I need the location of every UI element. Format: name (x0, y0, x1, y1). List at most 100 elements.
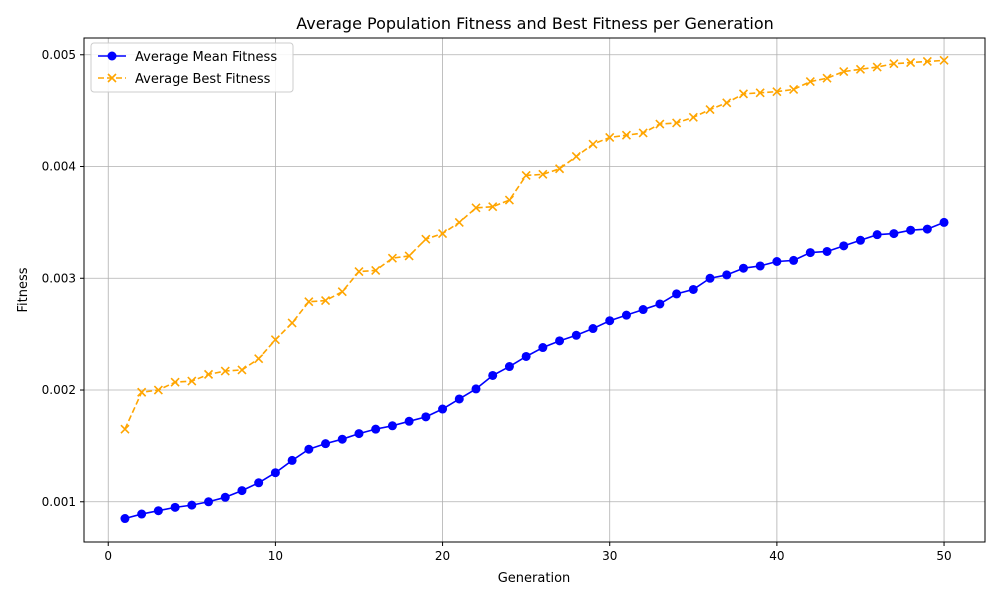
data-point-best-fitness (621, 130, 632, 140)
data-point-best-fitness (722, 98, 732, 108)
data-point-best-fitness (153, 385, 163, 395)
data-point-mean-fitness (153, 506, 163, 516)
data-point-best-fitness (822, 73, 832, 83)
data-point-mean-fitness (605, 316, 615, 326)
data-point-best-fitness (237, 365, 247, 375)
x-tick-label: 0 (104, 549, 112, 563)
data-point-best-fitness (437, 228, 448, 239)
data-point-best-fitness (906, 58, 916, 68)
data-point-mean-fitness (805, 248, 815, 258)
data-point-best-fitness (638, 128, 648, 138)
data-point-best-fitness (421, 234, 431, 244)
data-point-best-fitness (354, 266, 364, 277)
data-point-mean-fitness (839, 241, 849, 251)
data-point-best-fitness (538, 169, 548, 179)
data-point-mean-fitness (454, 394, 464, 404)
y-axis-label: Fitness (16, 267, 31, 312)
data-point-mean-fitness (504, 362, 514, 372)
data-point-mean-fitness (404, 416, 414, 426)
data-point-best-fitness (588, 139, 598, 149)
data-point-mean-fitness (906, 225, 916, 235)
series-layer (120, 55, 949, 524)
data-point-best-fitness (454, 217, 464, 227)
data-point-best-fitness (404, 251, 414, 261)
data-point-best-fitness (504, 195, 514, 205)
data-point-mean-fitness (655, 299, 665, 309)
data-point-best-fitness (922, 56, 932, 67)
data-point-best-fitness (789, 84, 799, 94)
data-point-best-fitness (287, 318, 297, 328)
grid-layer (84, 38, 985, 542)
y-tick-label: 0.003 (42, 271, 76, 285)
data-point-mean-fitness (304, 444, 314, 454)
data-point-mean-fitness (872, 230, 882, 240)
data-point-best-fitness (855, 64, 866, 74)
data-point-mean-fitness (170, 502, 180, 512)
legend-label-mean-fitness: Average Mean Fitness (135, 50, 277, 65)
data-point-mean-fitness (137, 509, 147, 519)
data-point-best-fitness (705, 104, 715, 115)
data-point-best-fitness (655, 119, 665, 129)
data-point-best-fitness (488, 202, 498, 212)
x-tick-label: 30 (602, 549, 617, 563)
data-point-best-fitness (872, 62, 882, 72)
data-point-mean-fitness (321, 439, 331, 449)
data-point-best-fitness (521, 170, 531, 181)
legend-label-best-fitness: Average Best Fitness (135, 72, 271, 87)
x-tick-label: 20 (435, 549, 450, 563)
data-point-mean-fitness (254, 478, 264, 488)
y-tick-label: 0.001 (42, 495, 76, 509)
data-point-best-fitness (738, 89, 749, 99)
y-tick-label: 0.004 (42, 160, 76, 174)
x-axis-label: Generation (498, 571, 571, 586)
data-point-mean-fitness (354, 429, 364, 439)
data-point-best-fitness (672, 118, 682, 128)
data-point-mean-fitness (722, 270, 732, 280)
data-point-mean-fitness (789, 255, 799, 265)
series-line-best-fitness (124, 59, 945, 430)
data-point-mean-fitness (939, 217, 949, 227)
data-point-mean-fitness (688, 284, 698, 294)
data-point-mean-fitness (204, 497, 214, 507)
data-point-best-fitness (137, 387, 147, 397)
data-point-mean-fitness (438, 404, 448, 414)
data-point-best-fitness (320, 296, 331, 306)
data-point-mean-fitness (555, 336, 565, 346)
x-tick-label: 10 (268, 549, 283, 563)
data-point-mean-fitness (672, 289, 682, 299)
data-point-best-fitness (805, 77, 815, 87)
data-point-mean-fitness (337, 434, 347, 444)
data-point-mean-fitness (588, 324, 598, 334)
data-point-best-fitness (304, 297, 314, 307)
data-point-mean-fitness (371, 424, 381, 434)
data-point-mean-fitness (621, 310, 631, 320)
data-point-mean-fitness (571, 330, 581, 340)
data-point-mean-fitness (387, 421, 397, 431)
data-point-best-fitness (387, 253, 397, 263)
data-point-mean-fitness (822, 246, 832, 256)
data-point-best-fitness (371, 265, 381, 276)
data-point-best-fitness (120, 424, 130, 434)
y-tick-label: 0.002 (42, 383, 76, 397)
data-point-mean-fitness (638, 305, 648, 315)
data-point-mean-fitness (488, 370, 498, 380)
data-point-mean-fitness (270, 468, 280, 478)
data-point-best-fitness (170, 377, 180, 387)
data-point-mean-fitness (538, 343, 548, 353)
legend-marker-best-fitness (107, 73, 117, 83)
data-point-mean-fitness (220, 492, 230, 502)
legend: Average Mean Fitness Average Best Fitnes… (90, 42, 294, 93)
data-point-mean-fitness (755, 261, 765, 271)
data-point-mean-fitness (922, 224, 932, 234)
data-point-mean-fitness (705, 273, 715, 283)
legend-box (90, 42, 294, 93)
data-point-mean-fitness (237, 486, 247, 496)
data-point-best-fitness (270, 335, 280, 345)
data-point-mean-fitness (772, 257, 782, 267)
data-point-best-fitness (605, 132, 615, 143)
x-tick-label: 40 (769, 549, 784, 563)
data-point-best-fitness (688, 112, 698, 122)
data-point-best-fitness (571, 151, 581, 162)
